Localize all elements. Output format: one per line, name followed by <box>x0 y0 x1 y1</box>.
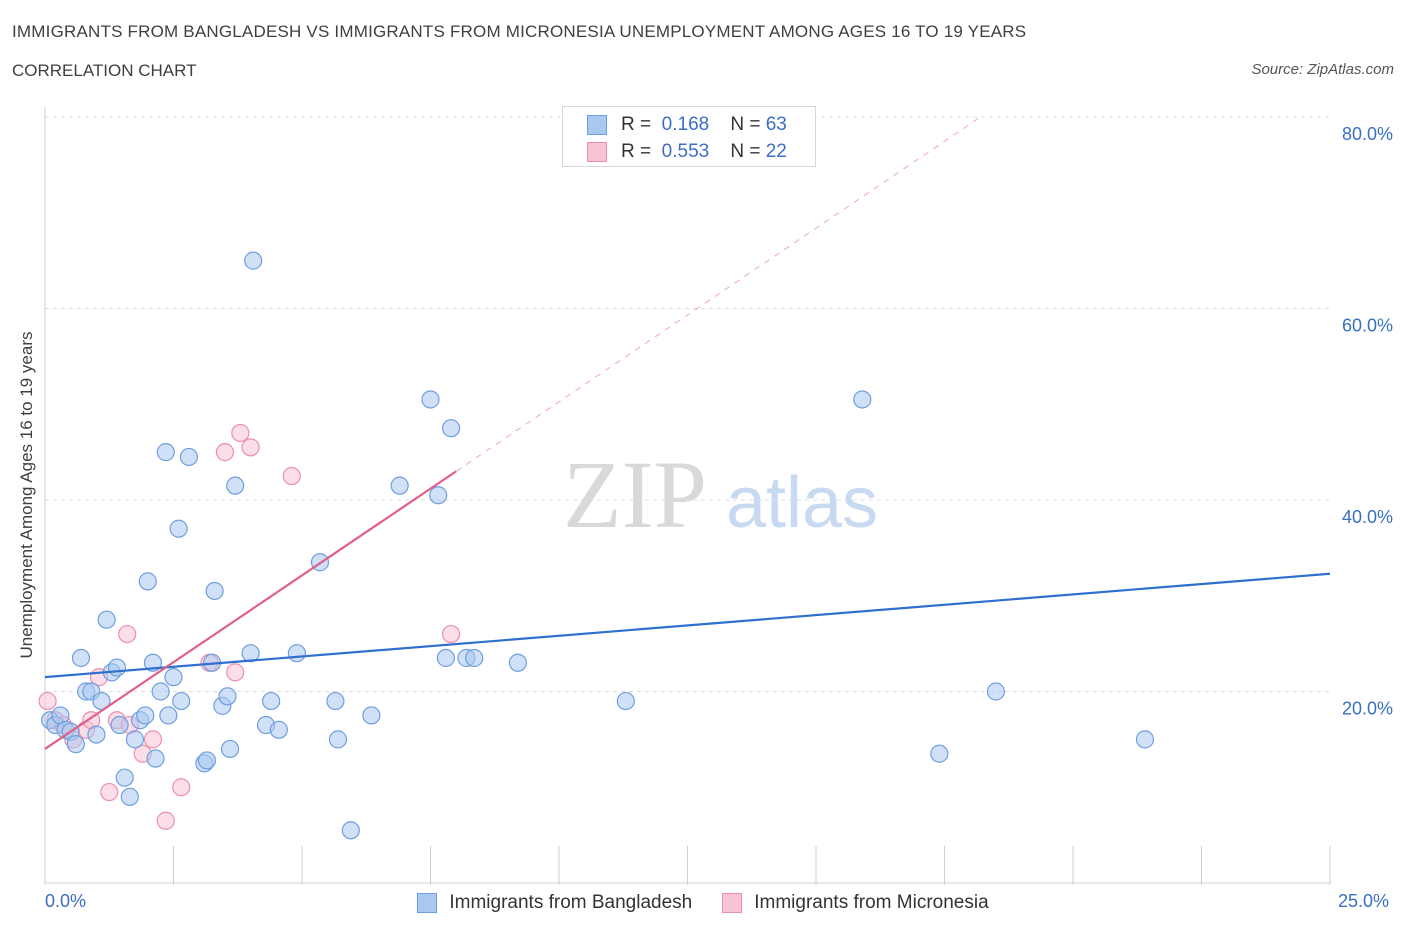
x-tick-label-min: 0.0% <box>45 891 87 911</box>
legend-n-label: N = <box>730 141 761 162</box>
point-micronesia <box>143 730 163 749</box>
watermark-zip: ZIP <box>563 441 707 548</box>
point-micronesia <box>215 443 234 462</box>
legend-item-micronesia[interactable]: Immigrants from Micronesia <box>722 892 989 914</box>
chart-title: IMMIGRANTS FROM BANGLADESH VS IMMIGRANTS… <box>12 22 1027 41</box>
point-bangladesh <box>146 749 165 768</box>
legend-r-value: 0.553 <box>661 141 710 162</box>
point-micronesia <box>118 624 137 644</box>
point-bangladesh <box>362 706 381 725</box>
point-bangladesh <box>125 730 145 749</box>
y-tick-labels: 20.0% 40.0% 60.0% 80.0% <box>1342 124 1393 719</box>
point-bangladesh <box>986 682 1006 701</box>
legend-r-value: 0.168 <box>661 114 710 135</box>
point-bangladesh <box>120 787 139 806</box>
series-legend: Immigrants from Bangladesh Immigrants fr… <box>0 890 1406 916</box>
point-bangladesh <box>262 691 281 711</box>
point-bangladesh <box>110 715 129 735</box>
point-bangladesh <box>164 668 183 687</box>
point-micronesia <box>241 438 260 457</box>
trend-lines <box>44 116 1331 750</box>
point-bangladesh <box>287 644 306 663</box>
point-bangladesh <box>138 572 157 591</box>
legend-n-value: 63 <box>765 114 787 135</box>
chart-subtitle: CORRELATION CHART <box>12 61 197 80</box>
series-bangladesh-points <box>41 251 1155 840</box>
point-bangladesh <box>169 519 188 538</box>
y-tick-label: 60.0% <box>1342 316 1393 336</box>
legend-swatch-bangladesh <box>417 893 438 913</box>
point-micronesia <box>226 663 245 682</box>
point-bangladesh <box>71 648 91 668</box>
legend-swatch-micronesia <box>587 142 607 162</box>
point-bangladesh <box>421 390 440 409</box>
point-bangladesh <box>429 486 448 505</box>
legend-r-label: R = <box>621 141 652 162</box>
point-bangladesh <box>179 447 199 467</box>
point-micronesia <box>100 782 119 802</box>
trend-line-bangladesh <box>44 572 1331 679</box>
point-bangladesh <box>508 653 527 672</box>
point-bangladesh <box>436 648 456 668</box>
point-bangladesh <box>341 821 360 840</box>
point-bangladesh <box>172 691 191 711</box>
legend-r-label: R = <box>621 114 652 135</box>
legend-n-value: 22 <box>765 141 787 162</box>
point-bangladesh <box>441 419 461 438</box>
point-bangladesh <box>244 251 263 270</box>
point-bangladesh <box>465 648 484 668</box>
point-bangladesh <box>390 476 409 495</box>
point-bangladesh <box>226 476 245 495</box>
point-micronesia <box>156 811 175 830</box>
legend-label-micronesia: Immigrants from Micronesia <box>754 892 989 913</box>
point-bangladesh <box>107 658 127 677</box>
point-bangladesh <box>136 706 155 725</box>
point-bangladesh <box>220 739 240 759</box>
grid-lines <box>45 116 1330 692</box>
point-bangladesh <box>115 768 134 787</box>
legend-swatch-micronesia <box>722 893 743 913</box>
point-micronesia <box>38 691 57 711</box>
legend-row-micronesia: R = 0.553 N = 22 <box>587 140 787 164</box>
legend-n-label: N = <box>730 114 761 135</box>
legend-label-bangladesh: Immigrants from Bangladesh <box>449 892 693 913</box>
point-bangladesh <box>328 730 348 749</box>
y-tick-label: 80.0% <box>1342 124 1393 144</box>
point-bangladesh <box>66 735 85 754</box>
point-bangladesh <box>1135 730 1155 749</box>
point-bangladesh <box>616 691 635 711</box>
x-tick-label-max: 25.0% <box>1338 891 1390 911</box>
point-bangladesh <box>930 744 949 763</box>
trend-line-micronesia <box>44 470 457 750</box>
legend-item-bangladesh[interactable]: Immigrants from Bangladesh <box>417 892 692 914</box>
point-micronesia <box>441 624 461 644</box>
y-tick-label: 20.0% <box>1342 699 1393 719</box>
watermark-atlas: atlas <box>726 463 878 543</box>
y-axis-label: Unemployment Among Ages 16 to 19 years <box>17 331 36 659</box>
point-bangladesh <box>197 751 217 770</box>
axes <box>44 107 1331 885</box>
point-bangladesh <box>241 644 260 663</box>
point-bangladesh <box>218 687 237 706</box>
point-micronesia <box>231 423 250 443</box>
point-bangladesh <box>97 610 116 629</box>
point-micronesia <box>282 466 301 486</box>
point-bangladesh <box>853 390 872 409</box>
point-bangladesh <box>87 725 106 744</box>
correlation-legend: R = 0.168 N = 63 R = 0.553 N = 22 <box>562 106 816 167</box>
legend-swatch-bangladesh <box>587 115 607 135</box>
point-micronesia <box>172 778 191 797</box>
y-tick-label: 40.0% <box>1342 507 1393 527</box>
point-bangladesh <box>205 581 224 601</box>
legend-row-bangladesh: R = 0.168 N = 63 <box>587 113 787 137</box>
chart-source: Source: ZipAtlas.com <box>1251 61 1394 78</box>
point-bangladesh <box>326 691 345 711</box>
point-bangladesh <box>151 682 170 701</box>
trend-extension-micronesia <box>455 116 981 472</box>
point-bangladesh <box>269 720 288 739</box>
point-bangladesh <box>156 443 175 462</box>
point-bangladesh <box>159 706 178 725</box>
